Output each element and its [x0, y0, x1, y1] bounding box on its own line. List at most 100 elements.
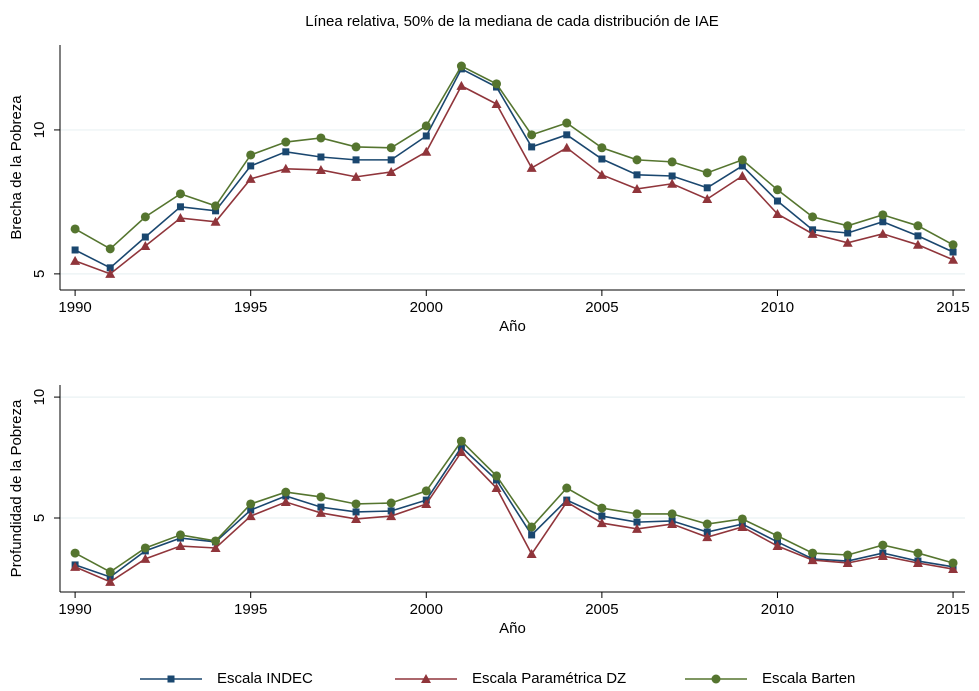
legend-label: Escala Paramétrica DZ — [472, 670, 626, 687]
marker — [175, 530, 185, 540]
marker — [598, 512, 606, 520]
marker — [492, 471, 502, 481]
marker — [949, 248, 957, 256]
marker — [386, 498, 396, 508]
marker — [528, 531, 536, 539]
marker — [352, 156, 360, 164]
marker — [456, 446, 467, 456]
marker — [632, 155, 642, 165]
x-tick-label: 2015 — [936, 299, 969, 316]
marker — [703, 528, 711, 536]
marker — [913, 221, 923, 231]
x-tick-label: 2010 — [761, 601, 794, 618]
marker — [386, 511, 397, 521]
marker — [140, 553, 151, 563]
y-tick-label: 10 — [31, 122, 48, 139]
marker — [702, 532, 713, 542]
marker — [387, 507, 395, 515]
x-tick-label: 2000 — [410, 299, 443, 316]
marker — [772, 185, 782, 195]
legend-label: Escala Barten — [762, 670, 855, 687]
marker — [167, 675, 175, 683]
x-axis-label: Año — [499, 318, 526, 335]
marker — [386, 166, 397, 176]
marker — [528, 143, 536, 151]
marker — [105, 268, 116, 278]
marker — [140, 212, 150, 222]
marker — [772, 541, 783, 551]
marker — [737, 514, 747, 524]
marker — [808, 212, 818, 222]
marker — [562, 118, 572, 128]
marker — [807, 228, 818, 238]
marker — [878, 540, 888, 550]
marker — [210, 542, 221, 552]
marker — [70, 561, 81, 571]
marker — [878, 210, 888, 220]
series-line — [74, 67, 954, 269]
marker — [281, 487, 291, 497]
y-axis-label: Profundidad de la Pobreza — [8, 399, 25, 577]
marker — [70, 255, 81, 265]
marker — [913, 548, 923, 558]
x-axis-label: Año — [499, 620, 526, 637]
y-tick-label: 5 — [31, 270, 48, 278]
marker — [703, 184, 711, 192]
marker — [948, 558, 958, 568]
marker — [562, 483, 572, 493]
marker — [563, 131, 571, 139]
marker — [422, 132, 430, 140]
marker — [105, 576, 116, 586]
y-tick-label: 5 — [31, 514, 48, 522]
marker — [596, 169, 607, 179]
marker — [386, 143, 396, 153]
marker — [526, 162, 537, 172]
marker — [245, 173, 256, 183]
marker — [211, 536, 221, 546]
marker — [456, 80, 467, 90]
marker — [175, 213, 186, 223]
marker — [351, 499, 361, 509]
marker — [70, 224, 80, 234]
marker — [421, 498, 432, 508]
marker — [667, 178, 678, 188]
series-line — [74, 439, 954, 573]
marker — [421, 674, 431, 683]
marker — [316, 133, 326, 143]
marker — [948, 254, 959, 264]
marker — [70, 548, 80, 558]
marker — [738, 162, 746, 170]
marker — [772, 208, 783, 218]
x-tick-label: 1990 — [58, 299, 91, 316]
marker — [315, 507, 326, 517]
y-tick-label: 10 — [31, 389, 48, 406]
marker — [140, 240, 151, 250]
x-tick-label: 1995 — [234, 299, 267, 316]
y-axis-label: Brecha de la Pobreza — [8, 95, 25, 240]
marker — [351, 171, 362, 181]
marker — [71, 246, 79, 254]
marker — [456, 61, 466, 71]
marker — [632, 509, 642, 519]
marker — [808, 548, 818, 558]
marker — [737, 170, 748, 180]
marker — [843, 550, 853, 560]
marker — [631, 183, 642, 193]
marker — [282, 148, 290, 156]
marker — [877, 228, 888, 238]
marker — [491, 483, 502, 493]
marker — [106, 264, 114, 272]
marker — [702, 168, 712, 178]
marker — [246, 150, 256, 160]
x-tick-label: 1990 — [58, 601, 91, 618]
marker — [668, 172, 676, 180]
series-line — [74, 445, 954, 578]
marker — [211, 201, 221, 211]
marker — [315, 164, 326, 174]
marker — [527, 522, 537, 532]
marker — [280, 497, 291, 507]
marker — [317, 503, 325, 511]
marker — [280, 163, 291, 173]
marker — [737, 521, 748, 531]
